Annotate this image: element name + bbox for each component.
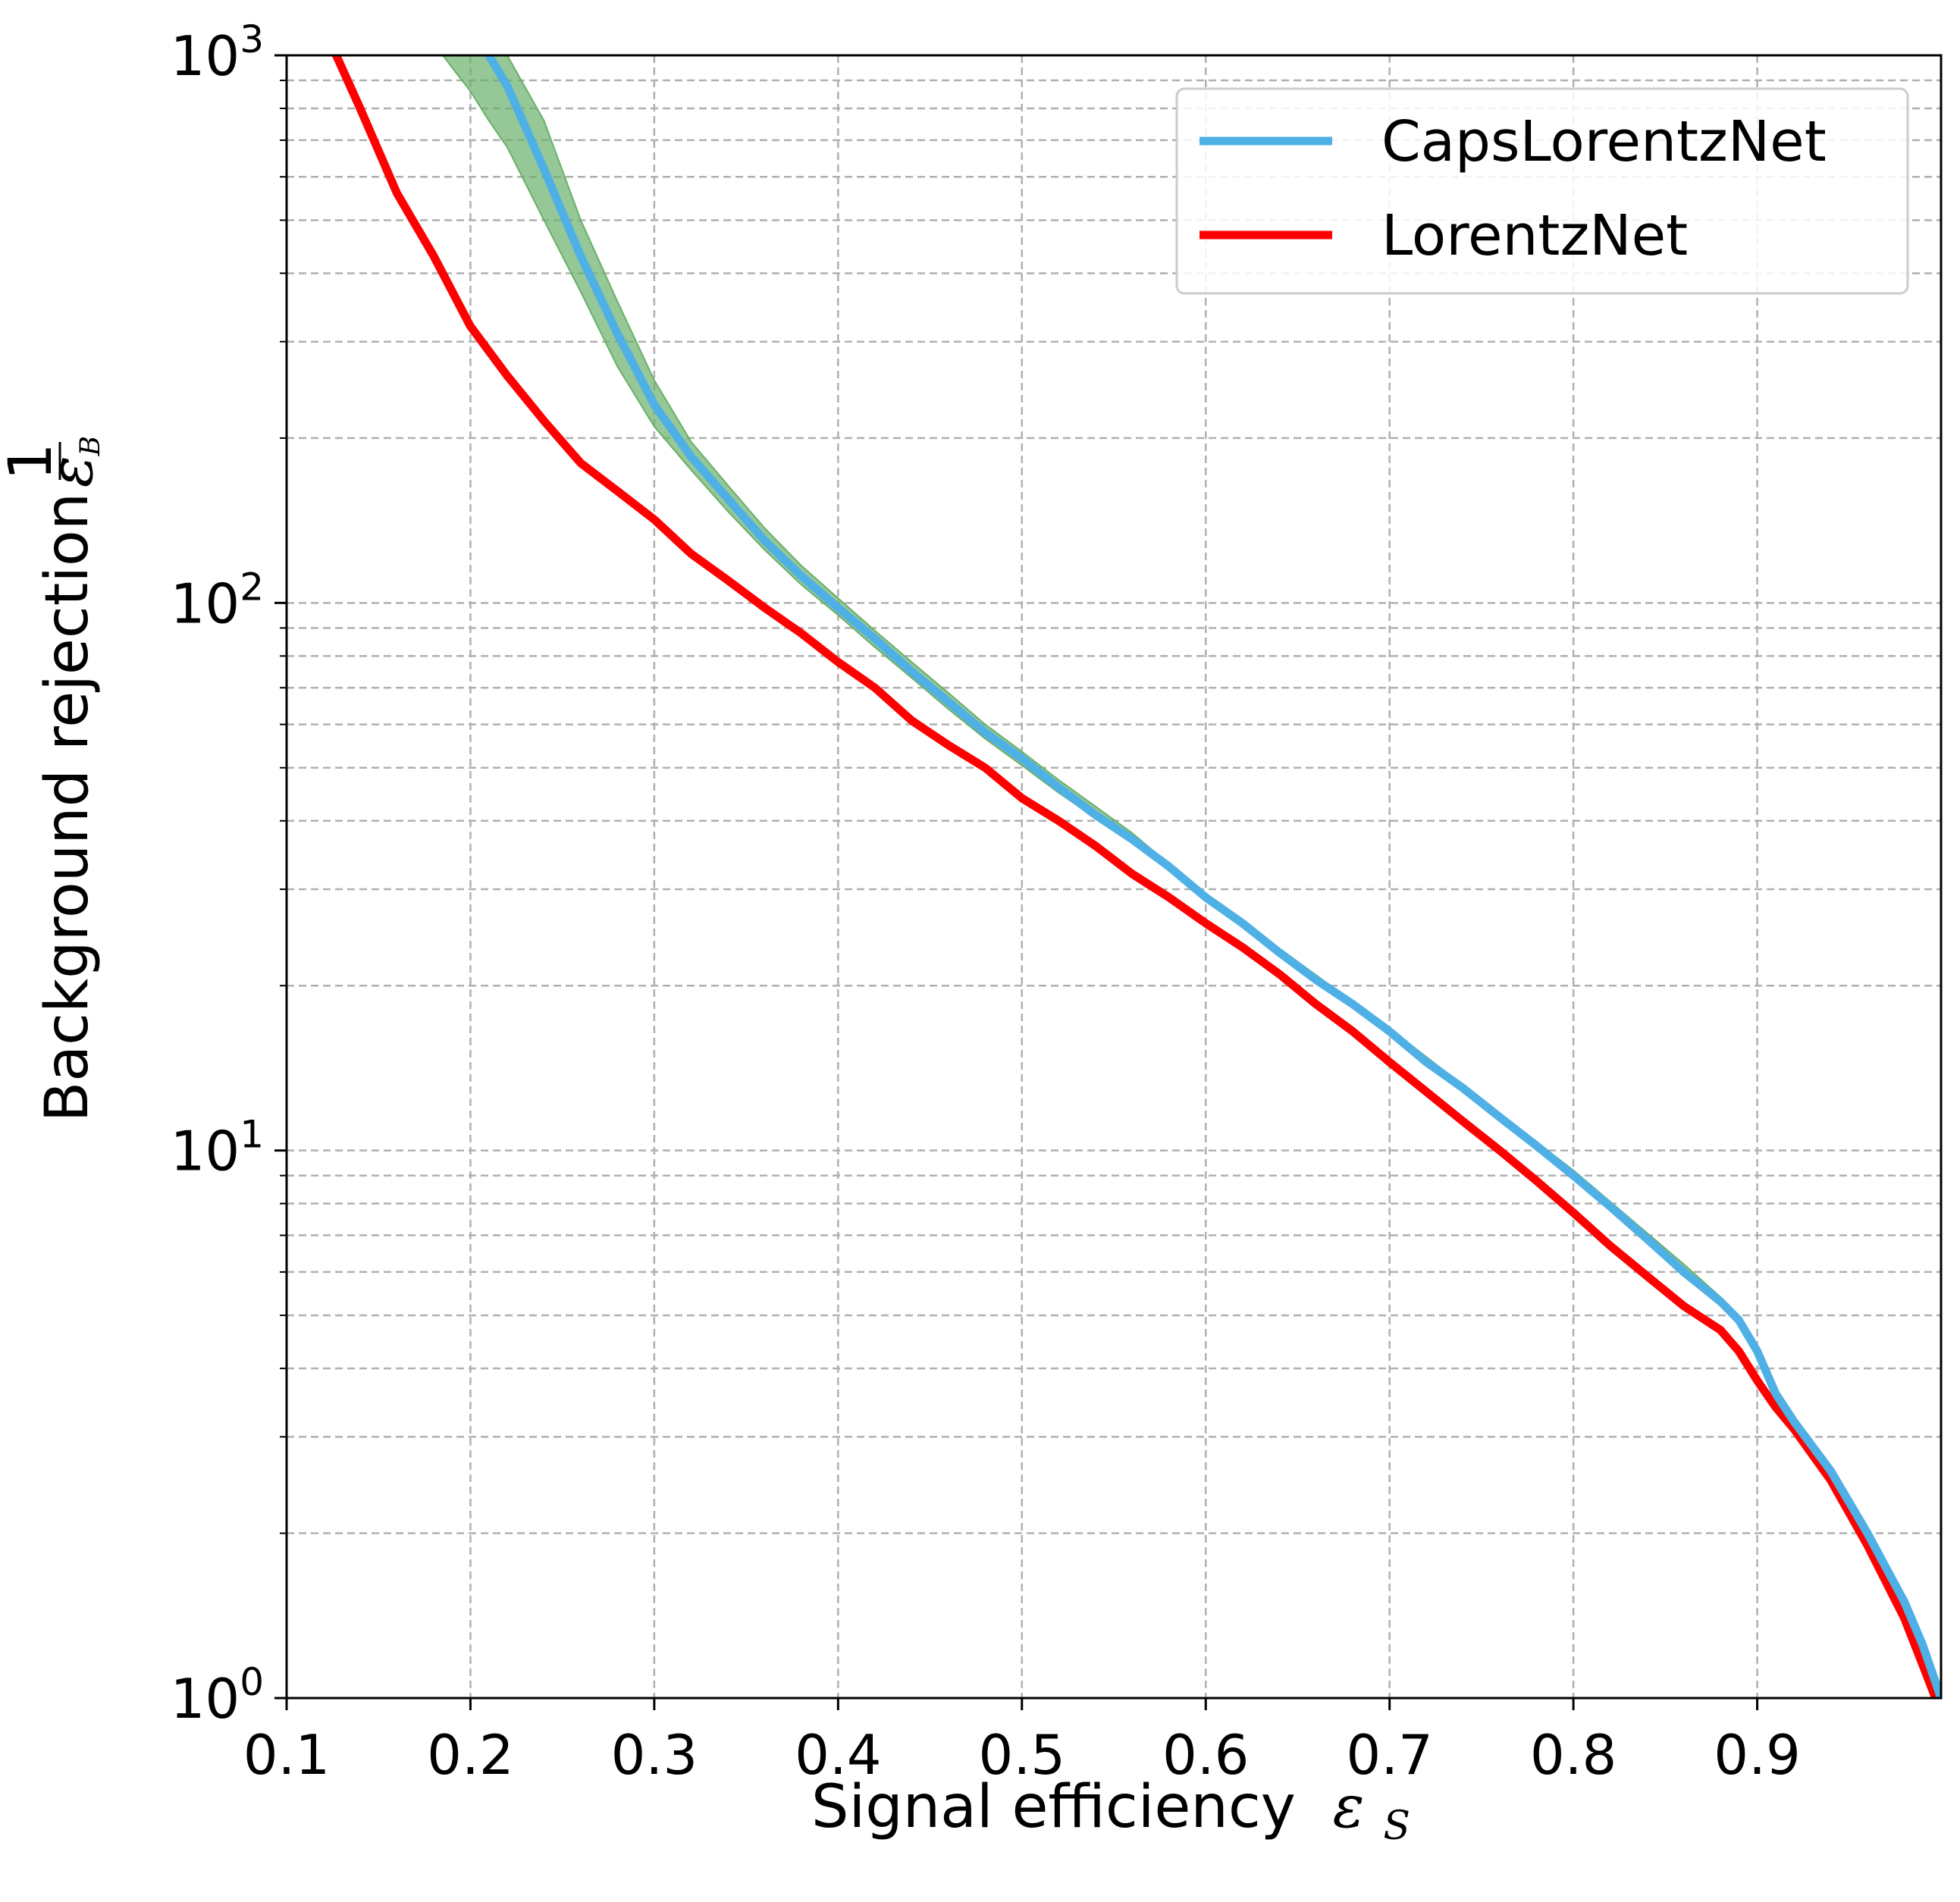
x-tick-label: 0.8	[1530, 1723, 1617, 1787]
legend-label-capslorentznet: CapsLorentzNet	[1381, 109, 1827, 174]
x-tick-label: 0.3	[611, 1723, 698, 1787]
x-tick-label: 0.5	[979, 1723, 1066, 1787]
y-axis-label-fraction-denominator: εB	[38, 436, 106, 487]
legend-box	[1175, 87, 1909, 295]
plot-area	[285, 54, 1943, 1700]
y-tick-label: 100	[171, 1660, 264, 1731]
x-tick-label: 0.1	[243, 1723, 331, 1787]
x-axis-label: Signal efficiency ε S	[811, 1773, 1410, 1849]
plot-frame	[285, 54, 1943, 1700]
x-tick-label: 0.2	[427, 1723, 514, 1787]
legend-label-lorentznet: LorentzNet	[1381, 203, 1688, 268]
series-layer	[332, 55, 1941, 1698]
y-tick-label: 101	[171, 1113, 264, 1183]
y-tick-label: 102	[171, 565, 264, 635]
y-axis-label: Background rejection 1 εB	[0, 436, 106, 1122]
grid	[287, 55, 1941, 1698]
series-line-lorentznet	[332, 55, 1940, 1698]
legend: CapsLorentzNet LorentzNet	[1175, 87, 1909, 295]
x-tick-label: 0.7	[1346, 1723, 1433, 1787]
y-axis-label-fraction-numerator: 1	[0, 443, 65, 481]
x-axis-label-subscript: S	[1383, 1803, 1410, 1849]
x-axis-label-text: Signal efficiency	[811, 1773, 1296, 1841]
y-axis-label-text: Background rejection	[33, 493, 102, 1122]
x-axis-label-symbol: ε	[1333, 1773, 1365, 1841]
y-tick-label: 103	[171, 17, 264, 88]
axis-ticks: 0.1 0.2 0.3 0.4 0.5 0.6 0.7 0.8 0.9 100 101 102 103	[171, 17, 1801, 1787]
y-axis-label-fraction-symbol: ε	[38, 456, 106, 487]
y-axis-label-fraction: 1 εB	[0, 436, 106, 487]
series-line-capslorentznet	[485, 55, 1941, 1698]
y-axis-label-fraction-subscript: B	[75, 436, 106, 456]
x-tick-label: 0.4	[795, 1723, 882, 1787]
x-tick-label: 0.6	[1162, 1723, 1250, 1787]
x-tick-label: 0.9	[1714, 1723, 1801, 1787]
